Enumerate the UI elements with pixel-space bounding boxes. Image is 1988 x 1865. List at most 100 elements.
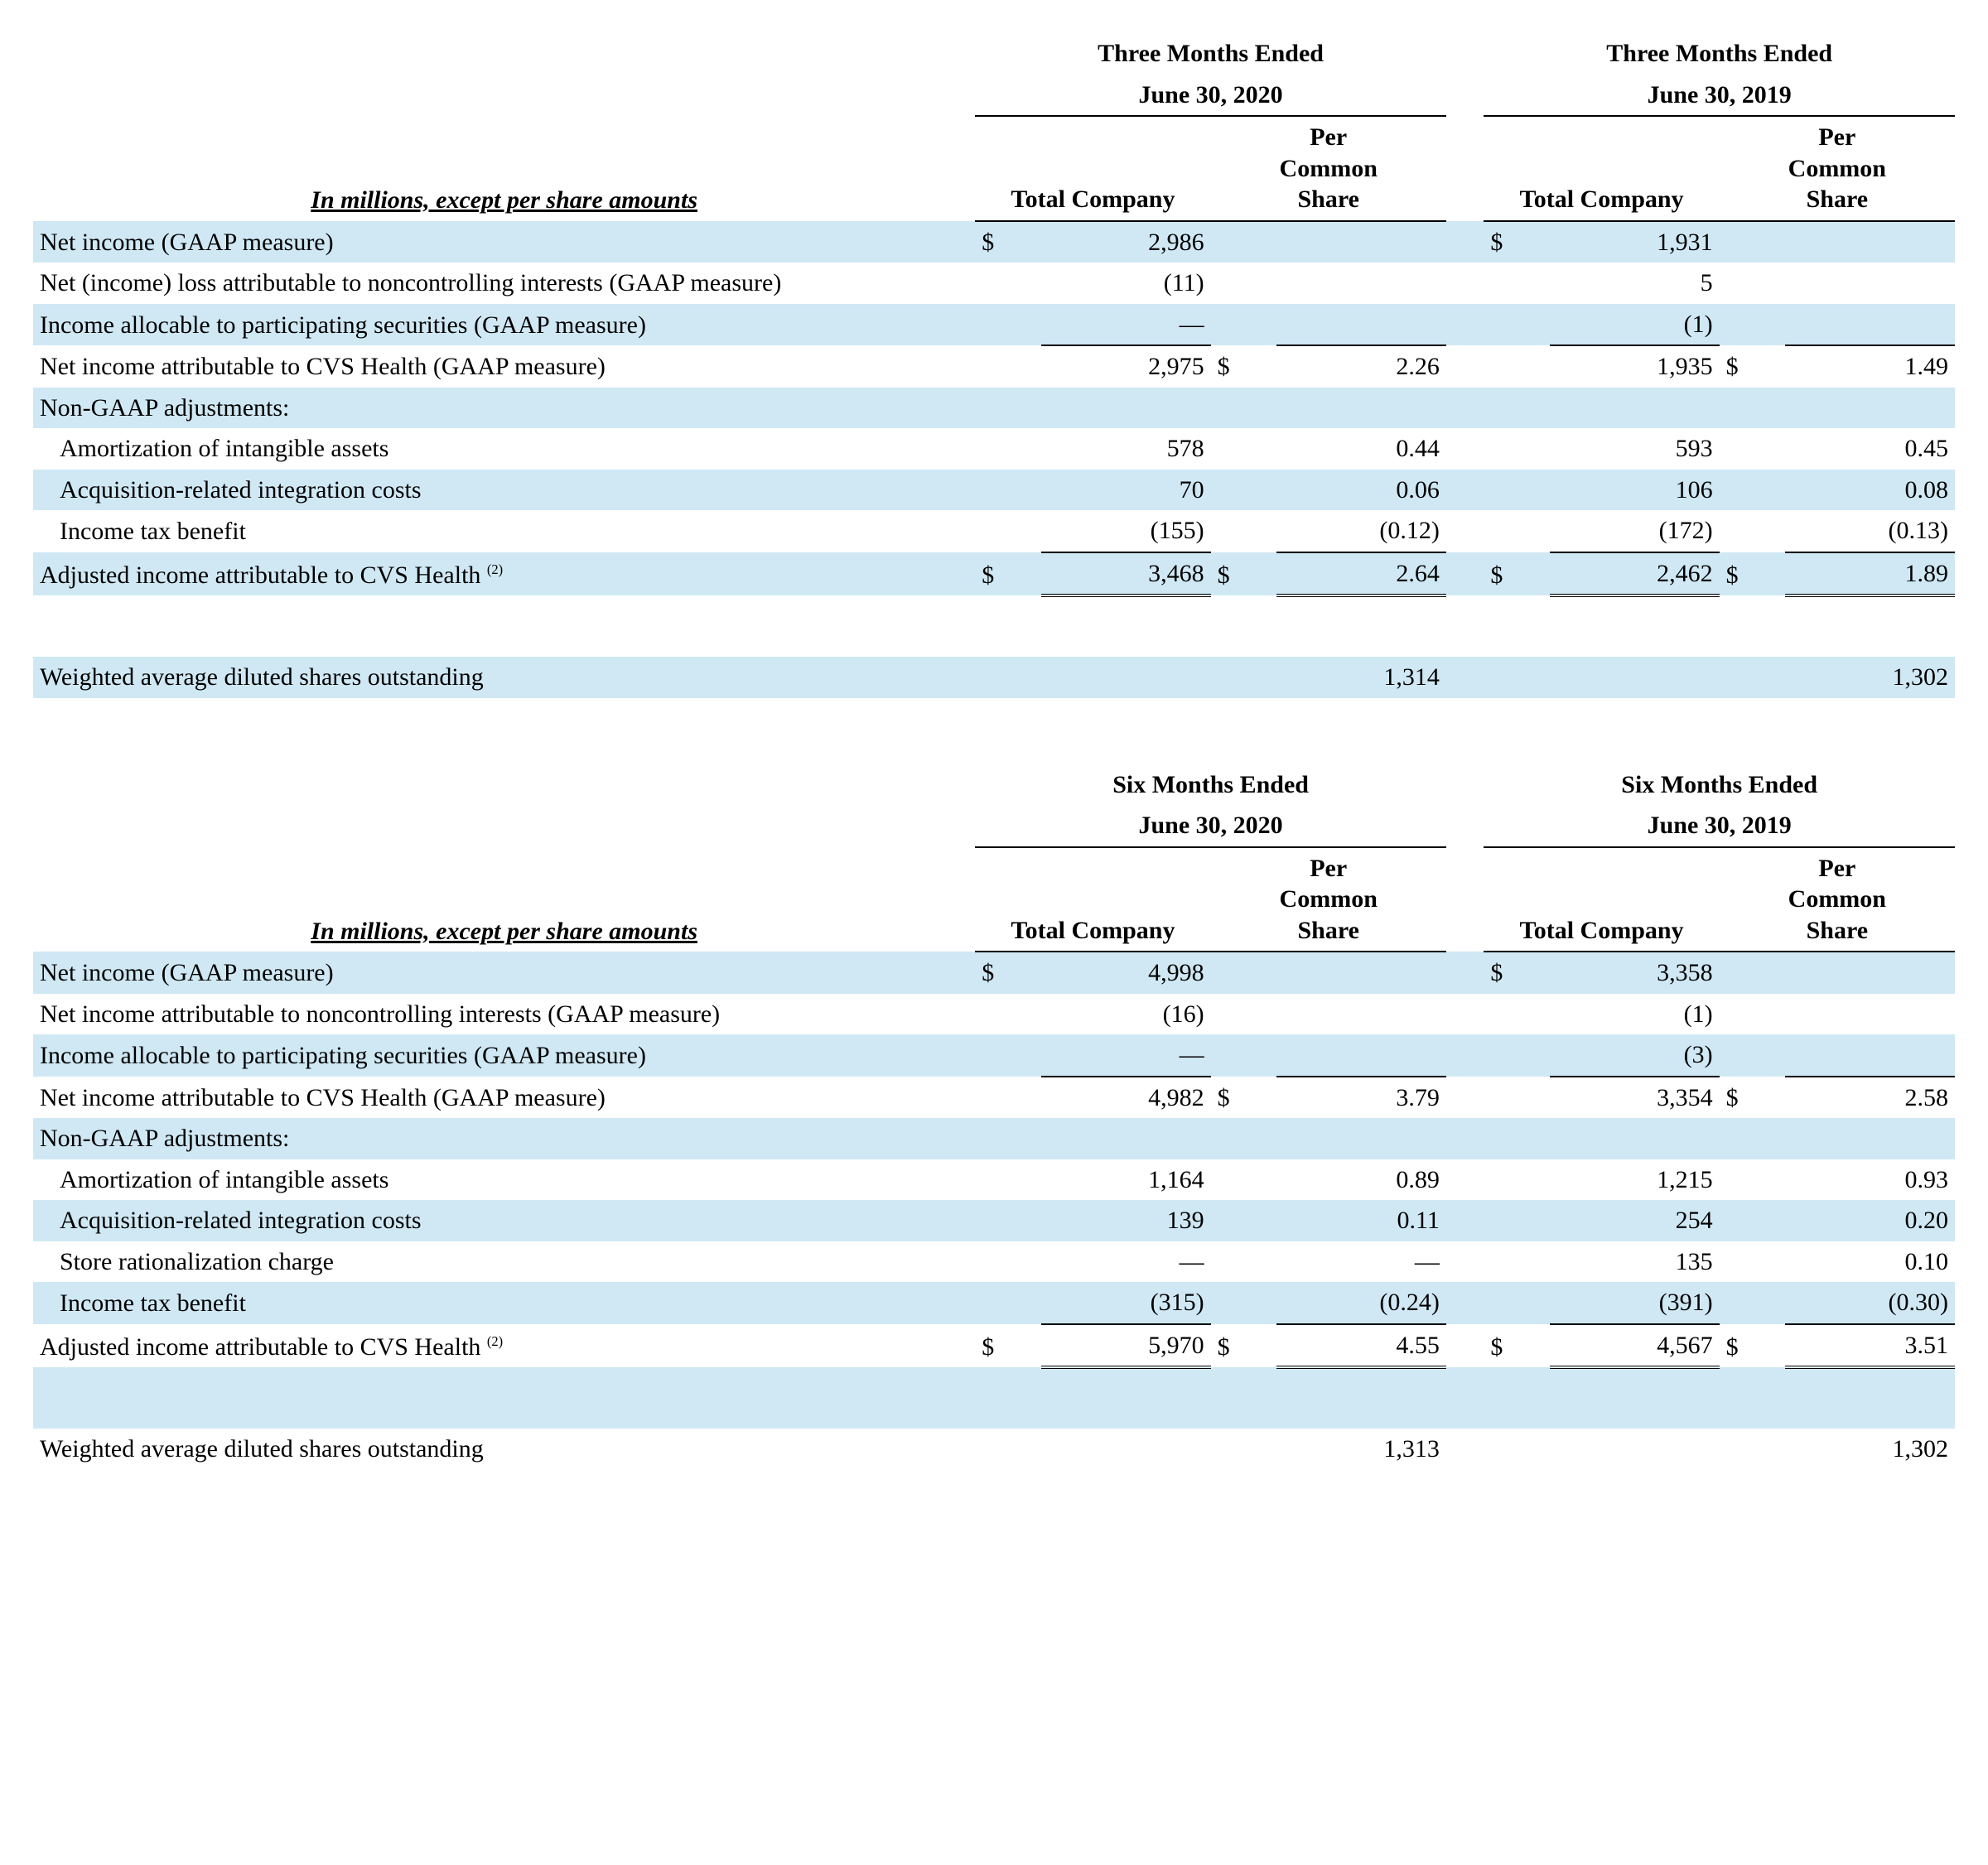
period-title: Six Months Ended (975, 764, 1446, 806)
table-row: Non-GAAP adjustments: (33, 388, 1955, 429)
currency-symbol (975, 304, 1041, 346)
currency-symbol (1484, 1077, 1550, 1119)
currency-symbol (1720, 221, 1786, 263)
table-row: Income allocable to participating securi… (33, 1034, 1955, 1077)
currency-symbol (1720, 304, 1786, 346)
currency-symbol: $ (975, 221, 1041, 263)
financial-table: Three Months EndedThree Months EndedJune… (33, 33, 1955, 698)
row-label: Weighted average diluted shares outstand… (33, 657, 975, 698)
cell-share (1276, 1118, 1446, 1159)
currency-symbol (1211, 510, 1277, 552)
cell-total: 4,982 (1041, 1077, 1211, 1119)
row-label: Weighted average diluted shares outstand… (33, 1429, 975, 1470)
row-label: Net (income) loss attributable to noncon… (33, 263, 975, 304)
currency-symbol (1211, 388, 1277, 429)
cell-share: 0.93 (1785, 1159, 1955, 1201)
cell-share (1276, 994, 1446, 1035)
period-header-row: Three Months EndedThree Months Ended (33, 33, 1955, 75)
table-row: Amortization of intangible assets5780.44… (33, 428, 1955, 470)
cell-total: (315) (1041, 1282, 1211, 1324)
currency-symbol (1720, 657, 1786, 698)
cell-total (1041, 1429, 1211, 1470)
currency-symbol (975, 1241, 1041, 1283)
cell-share: (0.24) (1276, 1282, 1446, 1324)
cell-total: 3,358 (1550, 952, 1720, 994)
cell-total: — (1041, 1241, 1211, 1283)
table-caption: In millions, except per share amounts (33, 847, 975, 952)
table-row: Net income (GAAP measure)$4,998$3,358 (33, 952, 1955, 994)
cell-share (1785, 221, 1955, 263)
period-header-row: June 30, 2020June 30, 2019 (33, 805, 1955, 847)
row-label: Net income attributable to noncontrollin… (33, 994, 975, 1035)
currency-symbol (975, 1077, 1041, 1119)
currency-symbol: $ (1484, 952, 1550, 994)
cell-share: 3.79 (1276, 1077, 1446, 1119)
row-label: Income tax benefit (33, 510, 975, 552)
cell-total (1550, 1118, 1720, 1159)
cell-total: 578 (1041, 428, 1211, 470)
financial-tables-container: Three Months EndedThree Months EndedJune… (33, 33, 1955, 1470)
table-row: Store rationalization charge——1350.10 (33, 1241, 1955, 1283)
row-label: Acquisition-related integration costs (33, 1200, 975, 1241)
table-row: Acquisition-related integration costs139… (33, 1200, 1955, 1241)
currency-symbol (1720, 1118, 1786, 1159)
cell-total: (3) (1550, 1034, 1720, 1077)
currency-symbol: $ (975, 952, 1041, 994)
cell-total: 5 (1550, 263, 1720, 304)
cell-total (1550, 388, 1720, 429)
currency-symbol (975, 388, 1041, 429)
cell-total: 70 (1041, 470, 1211, 511)
cell-share (1276, 388, 1446, 429)
currency-symbol (1720, 510, 1786, 552)
table-row: Acquisition-related integration costs700… (33, 470, 1955, 511)
currency-symbol (1211, 1118, 1277, 1159)
cell-total (1550, 657, 1720, 698)
cell-total (1550, 1429, 1720, 1470)
row-label: Income allocable to participating securi… (33, 304, 975, 346)
cell-share: 1.89 (1785, 552, 1955, 596)
cell-total: (11) (1041, 263, 1211, 304)
currency-symbol (975, 470, 1041, 511)
cell-share (1276, 952, 1446, 994)
currency-symbol (975, 1159, 1041, 1201)
currency-symbol (975, 1200, 1041, 1241)
column-header-row: In millions, except per share amountsTot… (33, 116, 1955, 221)
col-header-share: PerCommonShare (1211, 847, 1446, 952)
cell-share (1276, 263, 1446, 304)
currency-symbol (1211, 657, 1277, 698)
currency-symbol (975, 994, 1041, 1035)
currency-symbol (1720, 470, 1786, 511)
table-row: Weighted average diluted shares outstand… (33, 657, 1955, 698)
cell-share: 0.89 (1276, 1159, 1446, 1201)
currency-symbol: $ (1720, 1324, 1786, 1368)
currency-symbol (1484, 345, 1550, 388)
row-label: Net income (GAAP measure) (33, 221, 975, 263)
currency-symbol (1720, 1034, 1786, 1077)
currency-symbol (1484, 994, 1550, 1035)
cell-total: 2,462 (1550, 552, 1720, 596)
cell-share: (0.12) (1276, 510, 1446, 552)
footnote-marker: (2) (487, 1333, 503, 1349)
currency-symbol: $ (1720, 1077, 1786, 1119)
table-row: Net income attributable to CVS Health (G… (33, 345, 1955, 388)
period-date: June 30, 2019 (1484, 75, 1955, 117)
col-header-total: Total Company (975, 116, 1210, 221)
cell-total: (1) (1550, 994, 1720, 1035)
currency-symbol (1720, 1200, 1786, 1241)
footnote-marker: (2) (487, 561, 503, 577)
cell-share (1785, 1034, 1955, 1077)
cell-share: 4.55 (1276, 1324, 1446, 1368)
cell-total: 106 (1550, 470, 1720, 511)
cell-total: 1,164 (1041, 1159, 1211, 1201)
currency-symbol (1720, 1429, 1786, 1470)
cell-share: 1,302 (1785, 657, 1955, 698)
currency-symbol (1484, 388, 1550, 429)
row-label: Store rationalization charge (33, 1241, 975, 1283)
currency-symbol (1484, 1034, 1550, 1077)
table-row: Income tax benefit(155)(0.12)(172)(0.13) (33, 510, 1955, 552)
table-row: Amortization of intangible assets1,1640.… (33, 1159, 1955, 1201)
period-title: Three Months Ended (975, 33, 1446, 75)
cell-total: 2,975 (1041, 345, 1211, 388)
currency-symbol (1211, 1159, 1277, 1201)
col-header-total: Total Company (1484, 116, 1719, 221)
